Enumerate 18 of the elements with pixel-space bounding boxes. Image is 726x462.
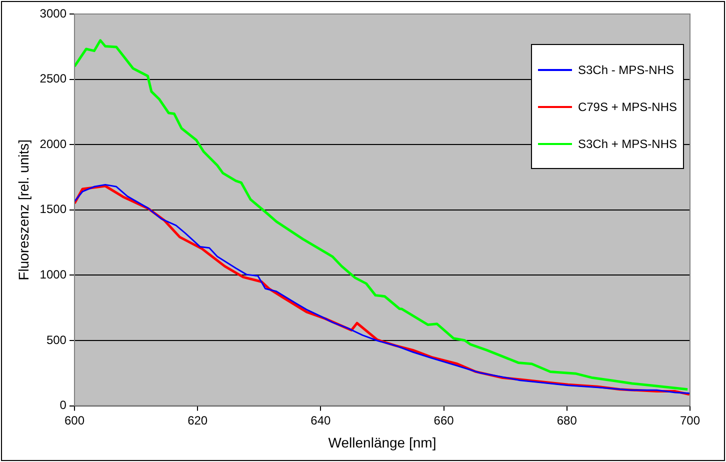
y-axis-title: Fluoreszenz [rel. units] (15, 139, 32, 280)
y-tick-label: 1500 (40, 202, 67, 216)
x-tick-label: 660 (434, 413, 454, 428)
y-tick-label: 0 (60, 398, 67, 412)
legend-label: C79S + MPS-NHS (578, 100, 677, 114)
y-tick-label: 500 (46, 332, 67, 347)
x-tick-label: 600 (64, 413, 85, 428)
x-tick-label: 680 (556, 413, 578, 428)
x-tick-label: 620 (188, 413, 208, 428)
y-tick-label: 2500 (40, 72, 67, 86)
legend-label: S3Ch - MPS-NHS (578, 62, 674, 76)
y-tick-label: 3000 (40, 6, 67, 20)
x-axis-title: Wellenlänge [nm] (328, 434, 436, 450)
x-tick-label: 640 (310, 413, 332, 428)
legend-label: S3Ch + MPS-NHS (578, 136, 677, 150)
y-tick-label: 2000 (40, 136, 67, 151)
x-tick-label: 700 (680, 413, 700, 428)
y-tick-label: 1000 (40, 268, 67, 282)
